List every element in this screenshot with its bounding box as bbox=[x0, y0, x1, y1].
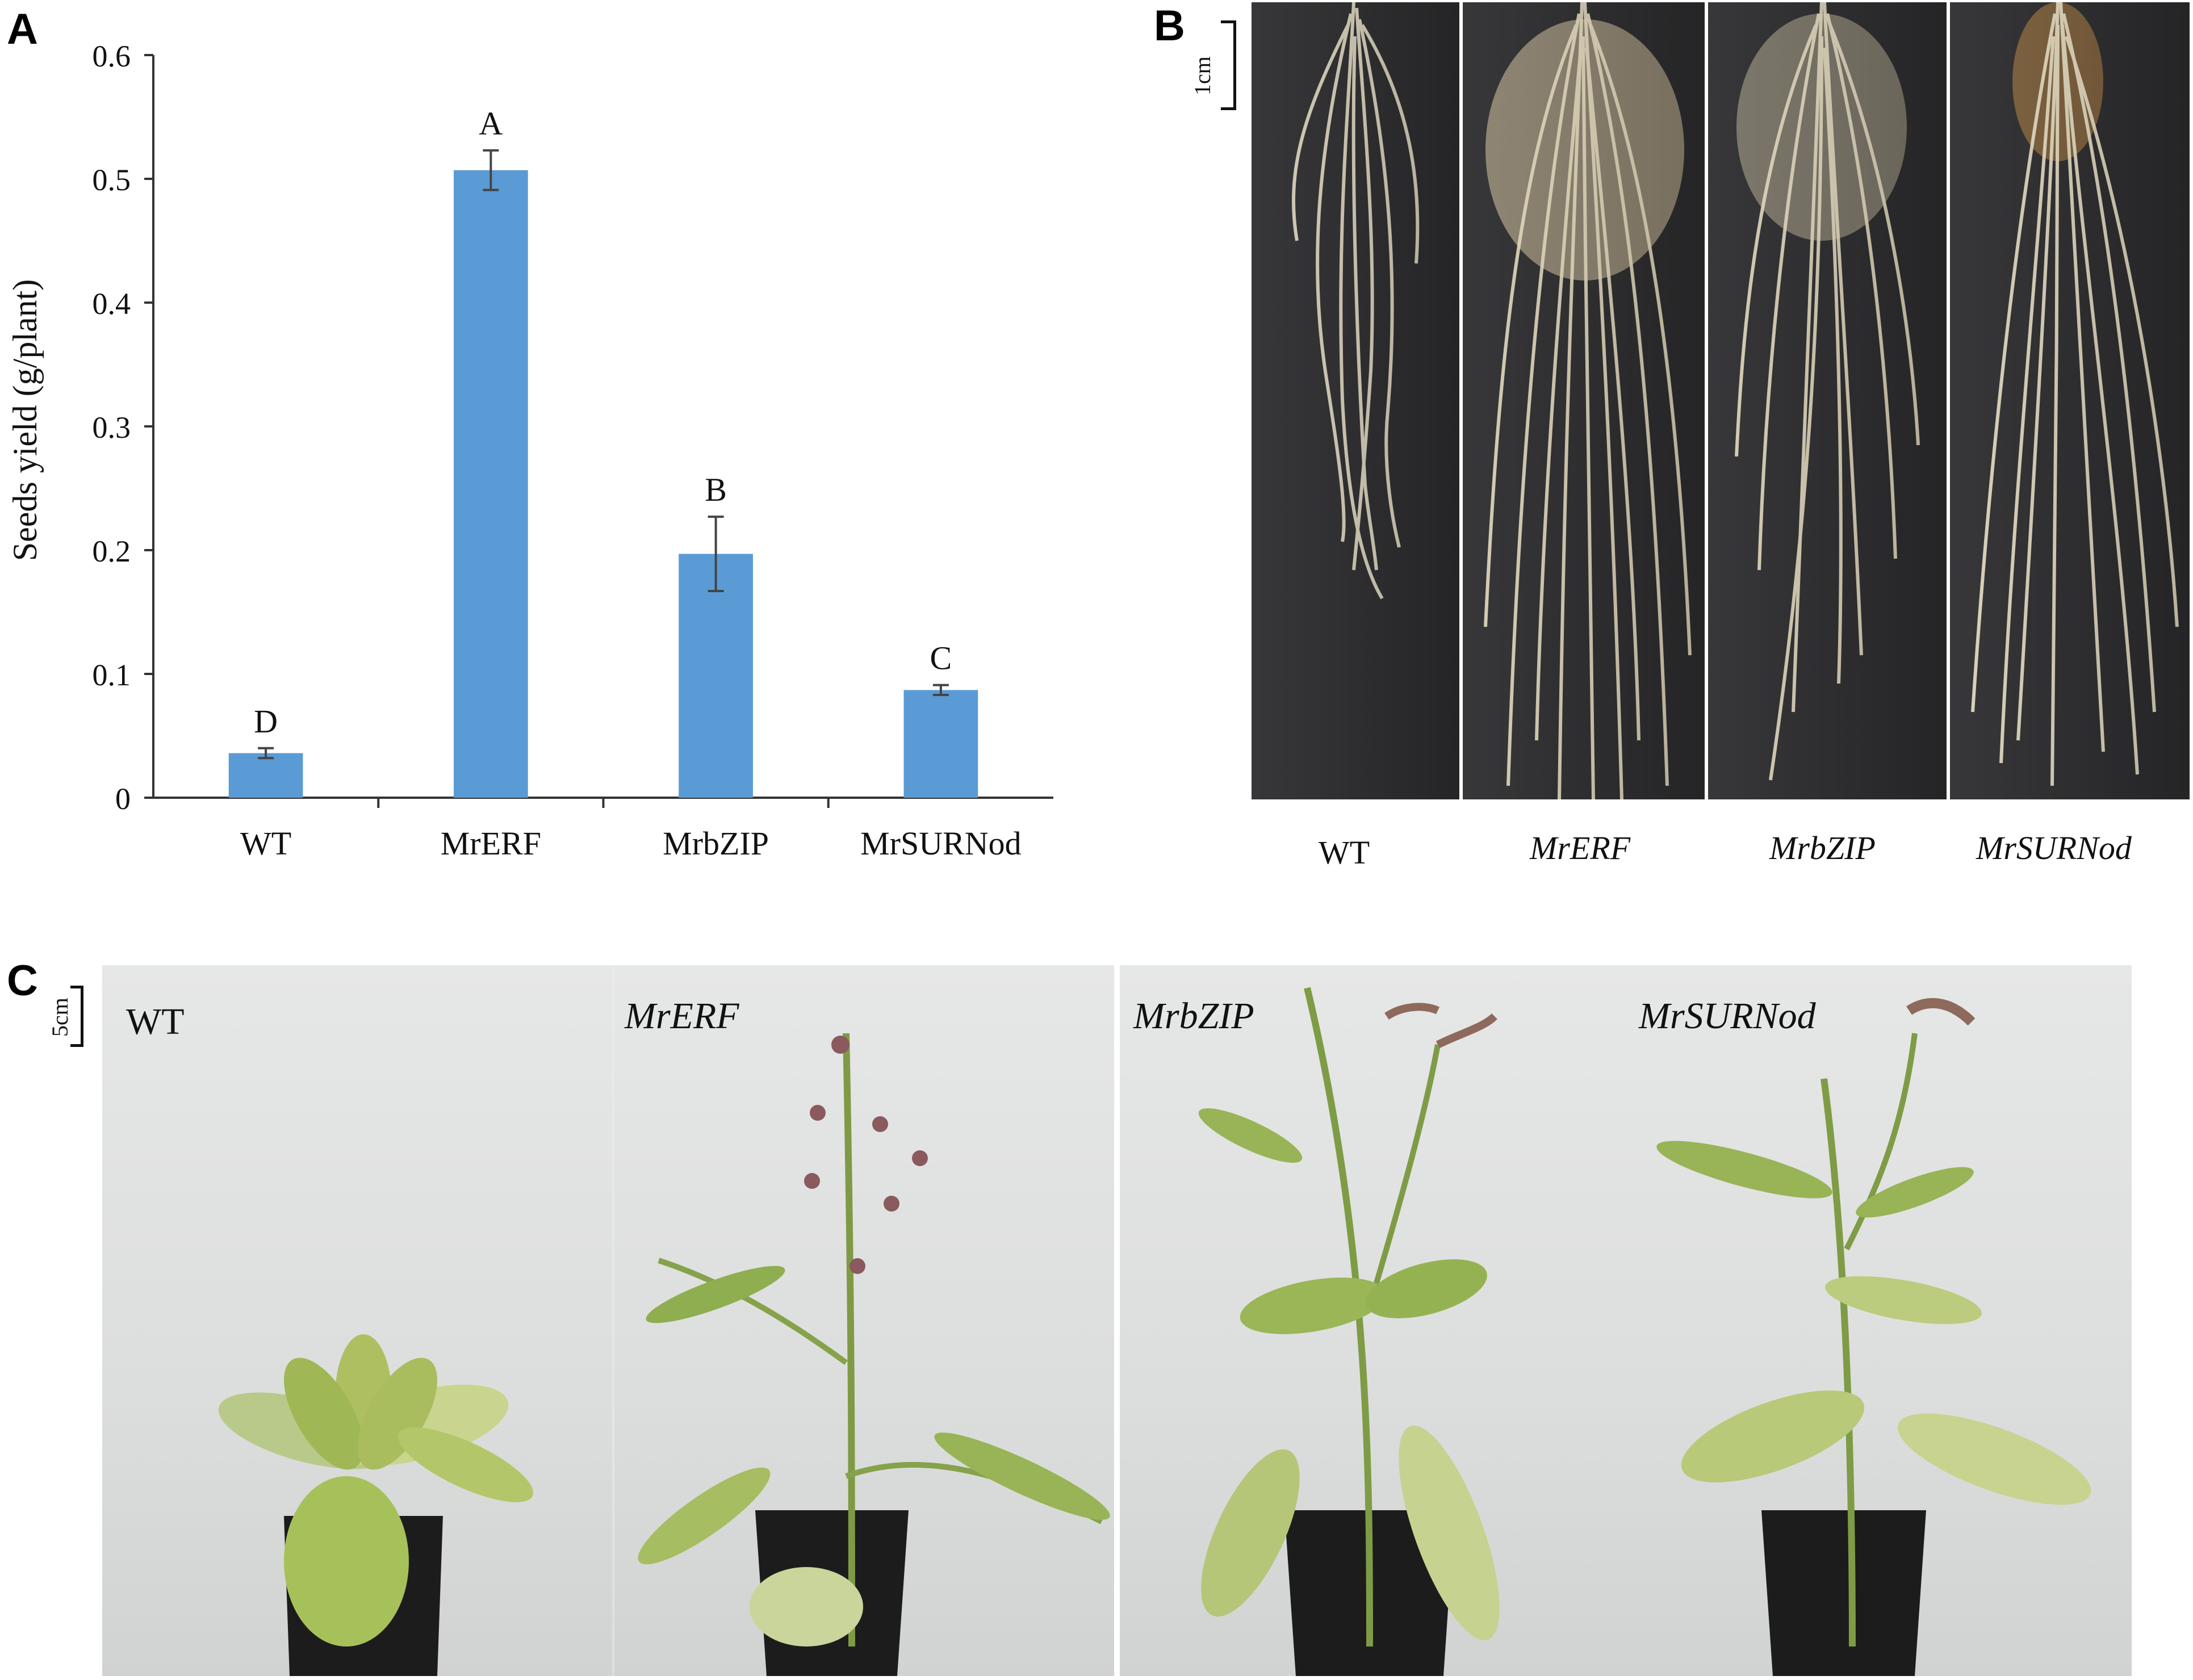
root-drawing-mrsurnod bbox=[1971, 2, 2179, 786]
x-tick-label: MrERF bbox=[441, 825, 541, 862]
chart-bars: D A B C bbox=[228, 105, 978, 798]
chart-axes: 0 0.1 0.2 0.3 0.4 0.5 0.6 WT MrERF MrbZIP MrSURNod bbox=[93, 39, 1053, 862]
plant-label-mrerf: MrERF bbox=[625, 995, 739, 1037]
y-tick-label: 0.6 bbox=[93, 39, 131, 73]
plant-photo-group-1 bbox=[102, 965, 1114, 1676]
root-drawing-wt bbox=[1292, 2, 1420, 600]
bar-mrsurnod bbox=[903, 690, 978, 798]
root-drawing-mrbzip bbox=[1735, 2, 1920, 781]
root-label-mrerf: MrERF bbox=[1530, 829, 1631, 866]
x-tick-label: WT bbox=[240, 825, 291, 862]
root-scale-bar bbox=[1221, 20, 1236, 110]
root-photo-mrbzip bbox=[1708, 2, 1947, 799]
mrsurnod-plant bbox=[1656, 998, 2091, 1676]
plant-drawing-group-1 bbox=[218, 965, 1110, 1676]
panel-letter-c: C bbox=[7, 957, 38, 1005]
root-scale-label: 1cm bbox=[1190, 56, 1215, 95]
mrbzip-plant bbox=[1198, 987, 1500, 1676]
significance-letter: B bbox=[705, 471, 727, 508]
bar-mrerf bbox=[453, 170, 528, 798]
seed-yield-bar-chart: Seeds yield (g/plant) 0 0.1 0.2 0.3 0.4 0.5 0.… bbox=[6, 39, 1053, 862]
plant-label-mrsurnod: MrSURNod bbox=[1639, 995, 1816, 1037]
x-tick-label: MrSURNod bbox=[860, 825, 1022, 862]
significance-letter: A bbox=[479, 105, 503, 142]
mrerf-plant bbox=[612, 965, 1110, 1676]
x-tick-label: MrbZIP bbox=[663, 825, 769, 862]
root-photo-wt bbox=[1252, 2, 1459, 799]
bar-mrbzip bbox=[679, 554, 754, 798]
panel-letter-b: B bbox=[1154, 2, 1185, 50]
root-photo-mrerf bbox=[1463, 2, 1705, 799]
significance-letter: D bbox=[254, 703, 278, 740]
panel-letter-a: A bbox=[7, 5, 38, 53]
y-tick-label: 0.1 bbox=[93, 658, 131, 692]
root-drawing-mrerf bbox=[1484, 2, 1692, 799]
y-tick-label: 0 bbox=[115, 782, 131, 816]
significance-letter: C bbox=[930, 640, 952, 677]
plant-photo-group-2 bbox=[1120, 965, 2132, 1676]
wt-plant bbox=[218, 1334, 534, 1676]
plant-label-wt: WT bbox=[126, 1001, 185, 1042]
y-tick-label: 0.5 bbox=[93, 163, 131, 197]
root-label-mrsurnod: MrSURNod bbox=[1976, 829, 2132, 866]
y-tick-label: 0.2 bbox=[93, 534, 131, 568]
root-photo-mrsurnod bbox=[1950, 2, 2190, 799]
y-axis-label: Seeds yield (g/plant) bbox=[6, 279, 44, 562]
plant-drawing-group-2 bbox=[1198, 987, 2091, 1676]
plant-scale-bar bbox=[70, 986, 83, 1047]
bar-wt bbox=[228, 753, 303, 798]
y-tick-label: 0.4 bbox=[93, 287, 131, 321]
root-label-wt: WT bbox=[1319, 834, 1370, 871]
y-tick-label: 0.3 bbox=[93, 410, 131, 445]
root-label-mrbzip: MrbZIP bbox=[1769, 829, 1876, 866]
plant-label-mrbzip: MrbZIP bbox=[1133, 995, 1254, 1037]
plant-scale-label: 5cm bbox=[47, 998, 73, 1037]
